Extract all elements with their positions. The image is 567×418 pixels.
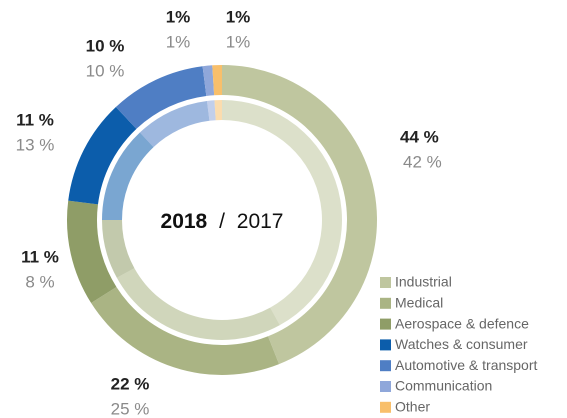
- legend-label: Aerospace & defence: [395, 315, 529, 331]
- value-label: 10 %: [86, 61, 125, 80]
- value-label: 25 %: [111, 399, 150, 418]
- value-label: 10 %: [86, 36, 125, 55]
- value-label: 42 %: [403, 152, 442, 171]
- legend-label: Communication: [395, 378, 492, 394]
- donut-segment: [102, 220, 135, 278]
- previous-year: 2017: [237, 210, 284, 233]
- donut-segment: [116, 268, 280, 340]
- legend-swatch: [380, 381, 391, 392]
- donut-segment: [222, 100, 343, 326]
- donut-segment: [212, 65, 222, 96]
- donut-segment: [115, 66, 207, 129]
- value-label: 11 %: [16, 110, 54, 129]
- legend-swatch: [380, 360, 391, 372]
- value-label: 11 %: [21, 247, 59, 266]
- legend-label: Medical: [395, 295, 443, 311]
- donut-segment: [68, 107, 137, 205]
- value-label: 1%: [166, 7, 191, 26]
- donut-segment: [214, 100, 222, 121]
- legend-label: Industrial: [395, 274, 452, 290]
- legend-label: Automotive & transport: [395, 357, 538, 373]
- legend-swatch: [380, 339, 391, 351]
- separator: /: [219, 210, 225, 233]
- value-label: 44 %: [400, 127, 439, 146]
- value-label: 22 %: [111, 374, 150, 393]
- legend-label: Watches & consumer: [395, 336, 528, 352]
- legend-swatch: [380, 277, 391, 288]
- value-label: 1%: [226, 7, 251, 26]
- legend-swatch: [380, 297, 391, 309]
- legend-label: Other: [395, 399, 430, 415]
- value-label: 13 %: [16, 135, 55, 154]
- donut-segment: [139, 100, 210, 148]
- donut-segment: [67, 200, 117, 304]
- value-label: 8 %: [25, 272, 54, 291]
- current-year: 2018: [161, 210, 208, 233]
- donut-segment: [206, 100, 216, 121]
- donut-segment: [202, 65, 215, 96]
- value-label: 1%: [226, 32, 251, 51]
- center-label: 2018 / 2017: [161, 210, 284, 233]
- legend-swatch: [380, 401, 391, 413]
- donut-segment: [91, 286, 280, 375]
- value-label: 1%: [166, 32, 191, 51]
- legend-swatch: [380, 318, 391, 330]
- donut-segment: [222, 65, 377, 365]
- donut-segment: [102, 132, 154, 220]
